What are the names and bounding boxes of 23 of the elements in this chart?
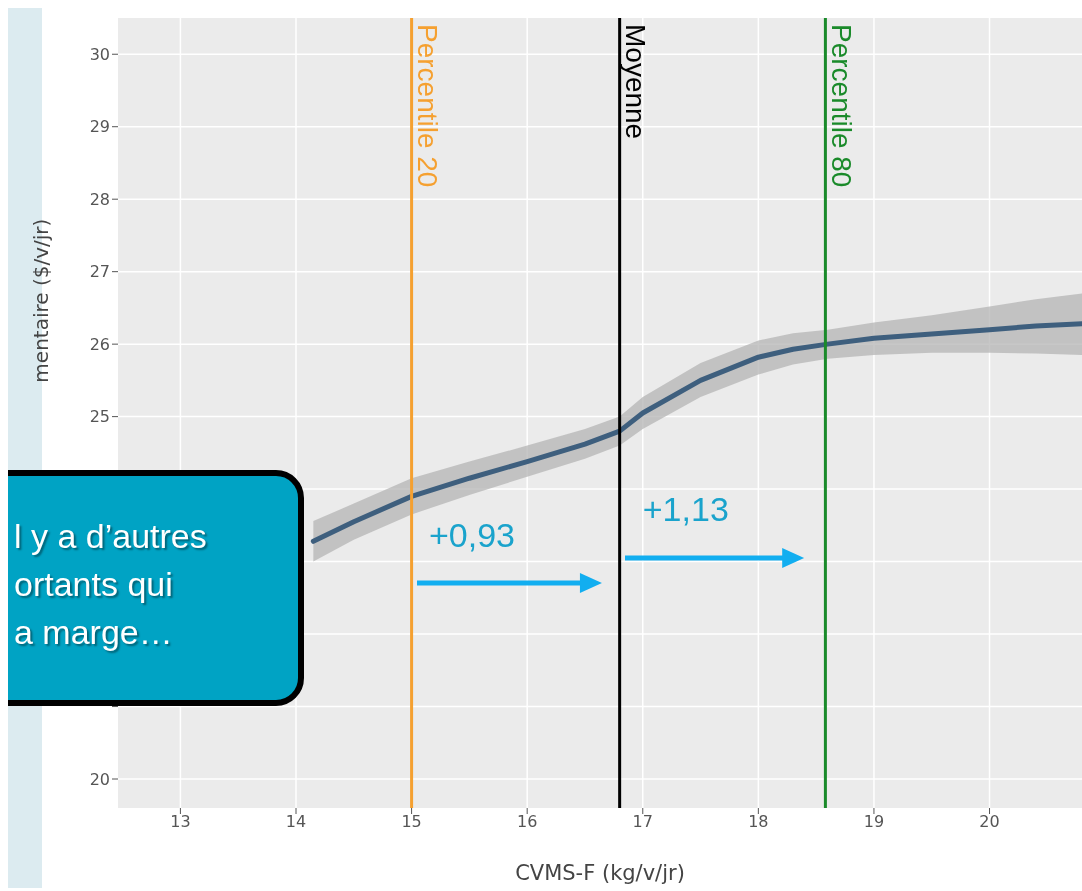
x-tick-label: 16 bbox=[517, 812, 538, 832]
annotation: l y a d’autres ortants qui a marge… bbox=[14, 516, 207, 653]
annotation: +1,13 bbox=[642, 490, 729, 530]
x-tick-label: 20 bbox=[979, 812, 1000, 832]
y-tick-label: 28 bbox=[89, 189, 110, 209]
ref-line-label: Percentile 80 bbox=[825, 24, 857, 188]
x-tick-label: 19 bbox=[863, 812, 885, 832]
x-tick-label: 17 bbox=[632, 812, 653, 832]
y-tick-label: 27 bbox=[89, 262, 110, 282]
y-axis-title: mentaire ($/v/jr) bbox=[29, 218, 53, 383]
annotation: +0,93 bbox=[428, 515, 515, 555]
y-tick-label: 30 bbox=[89, 44, 110, 64]
x-tick-label: 18 bbox=[748, 812, 769, 832]
ref-line-label: Moyenne bbox=[620, 24, 652, 140]
y-tick-label: 29 bbox=[89, 117, 110, 137]
x-tick-label: 15 bbox=[401, 812, 422, 832]
y-tick-label: 25 bbox=[89, 407, 110, 427]
x-axis-title: CVMS-F (kg/v/jr) bbox=[515, 861, 685, 885]
x-tick-label: 14 bbox=[285, 812, 307, 832]
x-tick-label: 13 bbox=[170, 812, 191, 832]
y-tick-label: 20 bbox=[89, 769, 110, 789]
ref-line-label: Percentile 20 bbox=[412, 24, 444, 188]
y-tick-label: 26 bbox=[89, 334, 110, 354]
